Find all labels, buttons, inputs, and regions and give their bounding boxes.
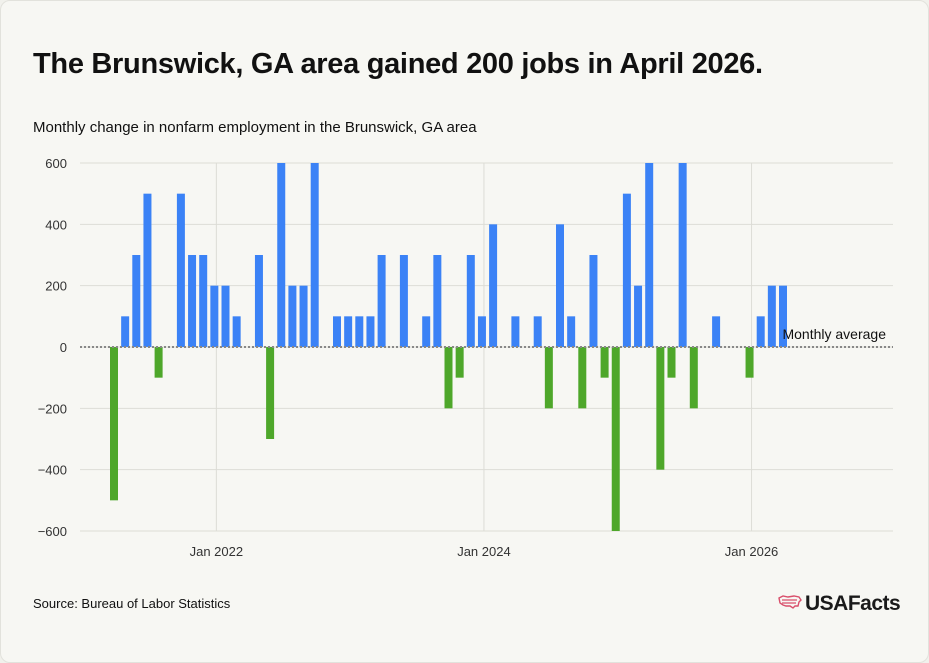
- source-note: Source: Bureau of Labor Statistics: [33, 596, 231, 611]
- bar-2022-12: [333, 316, 341, 347]
- bar-2024-08: [556, 224, 564, 347]
- bar-2026-04: [779, 285, 787, 347]
- monthly-average-label: Monthly average: [782, 326, 886, 342]
- bar-2024-01: [477, 316, 486, 347]
- usafacts-logo: USAFacts: [778, 592, 901, 616]
- bar-2024-09: [567, 316, 576, 347]
- bar-2022-03: [232, 316, 241, 347]
- bar-2025-06: [667, 347, 676, 378]
- bar-2025-02: [622, 193, 631, 347]
- bar-2025-03: [634, 285, 643, 347]
- bar-2022-10: [310, 163, 319, 347]
- bar-2026-03: [767, 285, 776, 347]
- bar-2022-02: [221, 285, 230, 347]
- bar-2024-11: [589, 255, 598, 347]
- bar-2021-10: [176, 193, 185, 347]
- bar-2023-08: [422, 316, 431, 347]
- chart-subtitle: Monthly change in nonfarm employment in …: [33, 119, 477, 136]
- bar-2021-11: [188, 255, 197, 347]
- bar-2024-06: [533, 316, 542, 347]
- bar-2026-02: [756, 316, 765, 347]
- brand-name: USAFacts: [805, 592, 901, 615]
- y-tick-label: −600: [38, 524, 67, 539]
- bar-2023-01: [344, 316, 353, 347]
- bar-2023-09: [433, 255, 442, 347]
- y-tick-label: 600: [45, 156, 67, 171]
- bar-2021-07: [143, 193, 152, 347]
- y-axis-ticks: 600 400 200 0 −200 −400 −600: [38, 156, 67, 539]
- bar-2025-05: [656, 347, 665, 470]
- x-tick-label: Jan 2022: [190, 544, 244, 559]
- bar-2025-10: [712, 316, 721, 347]
- bar-2023-04: [377, 255, 386, 347]
- bar-2025-04: [645, 163, 654, 347]
- bars: [110, 163, 787, 531]
- bar-2025-08: [689, 347, 698, 409]
- chart-title: The Brunswick, GA area gained 200 jobs i…: [33, 48, 763, 80]
- bar-2021-05: [121, 316, 130, 347]
- bar-2023-02: [355, 316, 364, 347]
- bar-2024-12: [600, 347, 609, 378]
- bar-2021-12: [199, 255, 208, 347]
- y-tick-label: −200: [38, 401, 67, 416]
- bar-2022-06: [266, 347, 275, 439]
- bar-2023-03: [366, 316, 375, 347]
- bar-2023-11: [455, 347, 464, 378]
- bar-2024-10: [578, 347, 587, 409]
- bar-2022-05: [254, 255, 263, 347]
- bar-2022-08: [288, 285, 297, 347]
- bar-2024-02: [489, 224, 498, 347]
- y-tick-label: 200: [45, 279, 67, 294]
- bar-2022-07: [277, 163, 286, 347]
- bar-2023-12: [466, 255, 475, 347]
- bar-2022-09: [299, 285, 308, 347]
- bar-2024-07: [544, 347, 553, 409]
- bar-2025-01: [611, 347, 620, 531]
- bar-2022-01: [210, 285, 219, 347]
- bar-2023-06: [399, 255, 408, 347]
- y-tick-label: −400: [38, 463, 67, 478]
- bar-2025-07: [678, 163, 687, 347]
- y-tick-label: 0: [60, 340, 67, 355]
- y-tick-label: 400: [45, 217, 67, 232]
- bar-2023-10: [444, 347, 453, 409]
- bar-2021-04: [110, 347, 118, 501]
- x-tick-label: Jan 2024: [457, 544, 511, 559]
- x-tick-label: Jan 2026: [725, 544, 779, 559]
- bar-2026-01: [745, 347, 754, 378]
- bar-2021-06: [132, 255, 141, 347]
- bar-2021-08: [154, 347, 163, 378]
- bar-2024-04: [511, 316, 520, 347]
- us-flag-map-icon: [778, 594, 802, 615]
- x-axis-ticks: Jan 2022 Jan 2024 Jan 2026: [190, 544, 779, 559]
